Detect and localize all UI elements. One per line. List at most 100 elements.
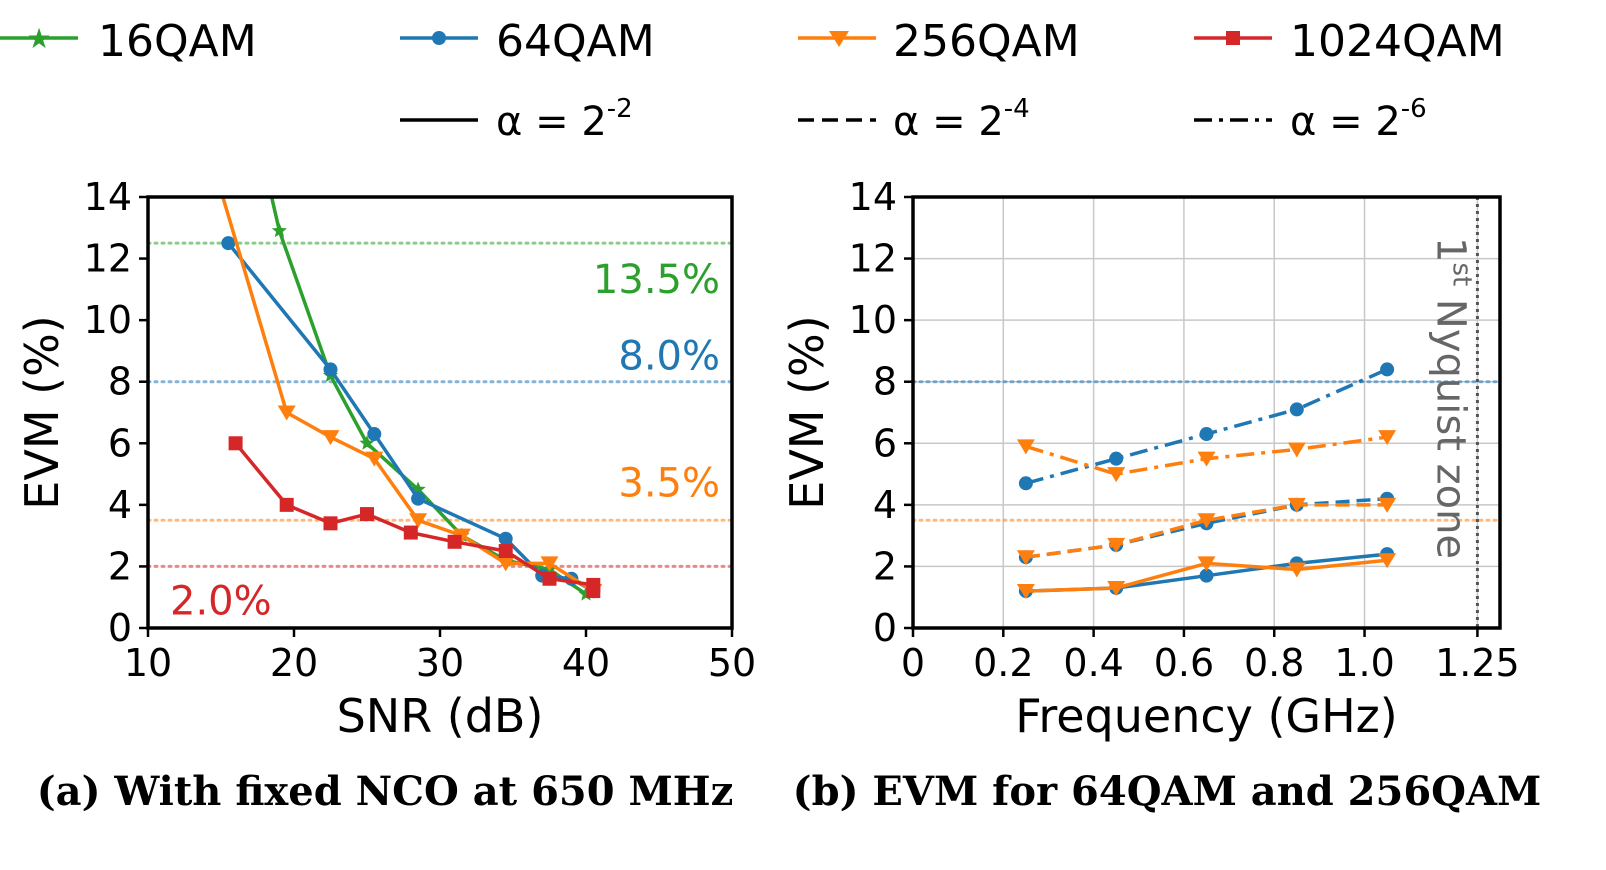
data-point <box>1197 513 1216 529</box>
data-point <box>403 525 418 540</box>
data-point <box>279 497 294 512</box>
legend-style-solid-exp: -2 <box>607 94 633 124</box>
threshold-lines <box>146 241 734 568</box>
y-tick-label: 8 <box>108 360 132 404</box>
threshold-label: 8.0% <box>618 334 720 380</box>
legend-item-256qam: 256QAM <box>798 16 1080 67</box>
y-axis-label: EVM (%) <box>780 315 834 509</box>
series-group <box>219 127 603 601</box>
legend-style-dashed-exp: -4 <box>1004 94 1030 124</box>
threshold-label: 13.5% <box>593 257 720 303</box>
data-point <box>540 556 559 572</box>
nyquist-label: 1st Nyquist zone <box>1427 237 1476 559</box>
legend-label-64qam: 64QAM <box>496 16 655 67</box>
x-tick-label: 40 <box>562 641 610 685</box>
data-point <box>447 534 462 549</box>
series-line <box>234 442 596 592</box>
data-point <box>1016 439 1035 455</box>
data-point <box>1380 362 1395 377</box>
data-point <box>586 584 601 599</box>
data-point <box>496 556 515 572</box>
chart-panel-b: 1st Nyquist zone 0 0.2 0.4 0.6 0.8 1.0 1.25 0 2 4 6… <box>780 175 1520 743</box>
data-point <box>1197 451 1216 467</box>
legend-marker-256qam <box>829 31 849 47</box>
data-point <box>411 491 426 506</box>
y-tick-label: 0 <box>108 606 132 650</box>
data-point <box>228 436 243 451</box>
nyquist-label-sup: st <box>1446 262 1476 286</box>
legend-label-16qam: 16QAM <box>98 16 257 67</box>
legend-label-1024qam: 1024QAM <box>1290 16 1505 67</box>
data-point <box>1287 442 1306 458</box>
y-tick-label: 8 <box>873 360 897 404</box>
data-point <box>498 531 513 546</box>
series-line <box>269 197 587 596</box>
data-point <box>365 451 384 467</box>
y-tick-label: 0 <box>873 606 897 650</box>
legend-marker-16qam: ★ <box>26 24 51 55</box>
x-tick-label: 1.0 <box>1334 641 1394 685</box>
data-point <box>542 571 557 586</box>
x-tick-label: 20 <box>270 641 318 685</box>
data-point <box>1378 430 1397 446</box>
x-tick-label: 0 <box>901 641 925 685</box>
data-point <box>359 435 375 450</box>
threshold-lines <box>911 380 1502 522</box>
y-tick-label: 2 <box>108 544 132 588</box>
data-point <box>271 222 287 238</box>
caption-a: (a) With fixed NCO at 650 MHz <box>37 768 734 815</box>
legend-style-dashdot-exp: -6 <box>1401 94 1427 124</box>
x-tick-label: 30 <box>416 641 464 685</box>
ticks: 0 0.2 0.4 0.6 0.8 1.0 1.25 0 2 4 6 8 10 12 14 <box>849 175 1520 685</box>
nyquist-label-rest: Nyquist zone <box>1427 286 1473 559</box>
legend-style-solid-base: α = 2 <box>496 99 607 145</box>
y-tick-label: 14 <box>849 175 897 219</box>
data-point <box>1109 451 1124 466</box>
y-tick-label: 10 <box>849 298 897 342</box>
data-point <box>498 544 513 559</box>
data-point <box>1018 476 1033 491</box>
y-tick-label: 12 <box>84 237 132 281</box>
legend-style-dashed-base: α = 2 <box>893 99 1004 145</box>
nyquist-label-num: 1 <box>1427 237 1473 262</box>
threshold-label: 3.5% <box>618 460 720 506</box>
x-axis-label: Frequency (GHz) <box>1015 689 1398 743</box>
legend-item-1024qam: 1024QAM <box>1194 16 1505 67</box>
legend-item-16qam: ★ 16QAM <box>0 16 257 67</box>
legend-item-64qam: 64QAM <box>400 16 655 67</box>
data-point <box>323 362 338 377</box>
data-point <box>452 528 471 544</box>
chart-panel-a: 13.5% 8.0% 3.5% 2.0% 10 20 30 40 50 0 2 4 6 8 10 12 14 SN… <box>15 127 756 743</box>
x-tick-label: 50 <box>708 641 756 685</box>
data-point <box>1107 537 1126 553</box>
threshold-label: 2.0% <box>170 578 272 624</box>
data-point <box>409 513 428 529</box>
y-tick-label: 14 <box>84 175 132 219</box>
data-point <box>367 427 382 442</box>
legend-style-dashed: α = 2-4 <box>798 94 1030 145</box>
data-point <box>1199 568 1214 583</box>
x-tick-label: 10 <box>124 641 172 685</box>
data-point <box>1289 402 1304 417</box>
series-line <box>1025 496 1388 559</box>
y-tick-label: 10 <box>84 298 132 342</box>
legend-style-solid: α = 2-2 <box>400 94 633 145</box>
svg-text:α = 2-6: α = 2-6 <box>1290 94 1427 145</box>
y-tick-label: 6 <box>873 421 897 465</box>
data-point <box>1107 467 1126 483</box>
svg-text:α = 2-4: α = 2-4 <box>893 94 1030 145</box>
series-line <box>1025 503 1388 559</box>
legend-style-dashdot-base: α = 2 <box>1290 99 1401 145</box>
x-tick-label: 1.25 <box>1435 641 1520 685</box>
svg-text:α = 2-2: α = 2-2 <box>496 94 633 145</box>
y-tick-label: 6 <box>108 421 132 465</box>
data-point <box>250 127 265 141</box>
data-point <box>1199 427 1214 442</box>
series-group <box>1016 362 1397 600</box>
data-point <box>277 405 296 421</box>
data-point <box>1107 580 1126 596</box>
data-point <box>578 586 594 601</box>
y-tick-label: 4 <box>108 483 132 527</box>
legend: ★ 16QAM 64QAM 256QAM 1024QAM α = 2-2 α =… <box>0 16 1505 145</box>
